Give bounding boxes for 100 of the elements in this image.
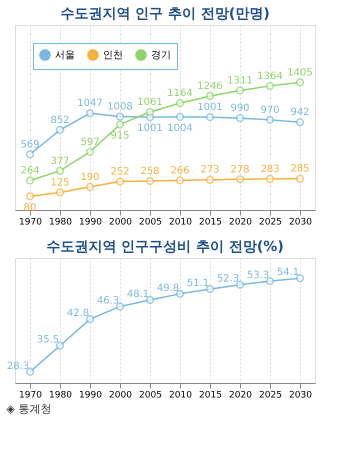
data-label: 125 [50,177,70,188]
point [236,280,244,289]
point [296,118,304,126]
point [146,296,154,304]
data-label: 283 [260,164,280,175]
data-label: 377 [50,156,70,167]
data-label: 852 [50,114,70,126]
point [116,112,124,121]
point [56,188,64,197]
point [206,113,214,122]
x-tick-label: 2025 [259,218,282,228]
x-tick-label: 1970 [19,218,42,228]
data-label: 915 [110,130,130,142]
x-tick-label: 2005 [139,390,162,400]
data-label: 285 [290,164,310,175]
data-label: 942 [290,107,310,118]
data-label: 35.5 [36,334,60,346]
point [176,112,184,121]
point [296,78,304,87]
point [236,175,244,184]
point [26,192,34,200]
data-label: 1246 [197,81,223,92]
chart-title: 수도권지역 인구 추이 전망(만명) [60,6,270,22]
x-tick-label: 1970 [19,390,42,400]
point [266,277,274,286]
x-tick-label: 1980 [49,390,72,400]
legend-label: 서울 [55,50,75,61]
point [86,315,94,324]
data-label: 1001 [197,102,223,114]
point [266,116,274,124]
point [176,290,184,298]
x-tick-label: 2010 [169,218,192,228]
x-tick-label: 2015 [199,218,222,228]
x-tick-label: 2030 [289,218,312,228]
x-tick-label: 2005 [139,218,162,228]
data-label: 52.3 [216,274,240,285]
data-label: 49.8 [156,282,180,294]
data-label: 569 [20,139,40,150]
data-label: 190 [80,172,100,183]
x-tick-label: 2000 [109,390,132,400]
data-label: 1311 [227,75,253,86]
x-tick-label: 2000 [109,218,132,228]
point [146,108,154,116]
data-label: 51.1 [186,278,210,290]
data-label: 1364 [257,70,283,82]
point [116,120,124,129]
point [26,176,34,185]
x-tick-label: 2020 [229,218,252,228]
point [26,150,34,158]
legend-label: 경기 [151,50,171,61]
point [266,82,274,90]
x-tick-label: 2025 [259,390,282,400]
data-label: 28.3 [6,360,30,372]
data-label: 53.3 [246,270,270,282]
point [206,284,214,294]
x-tick-label: 2020 [229,390,252,400]
data-label: 1405 [287,67,313,78]
point [56,342,64,350]
data-label: 42.8 [66,308,90,320]
x-tick-label: 1990 [79,218,102,228]
x-tick-label: 1980 [49,218,72,228]
point [56,126,64,134]
data-label: 273 [200,164,220,176]
point [206,92,214,100]
data-label: 258 [140,166,160,178]
point [116,302,124,311]
data-label: 252 [110,166,130,178]
legend-label: 인천 [103,50,123,61]
data-label: 1061 [137,96,163,108]
x-tick-label: 2010 [169,390,192,400]
point [206,176,214,184]
data-label: 266 [170,165,190,176]
x-tick-label: 2015 [199,390,222,400]
data-label: 54.1 [276,267,300,278]
data-label: 1004 [167,122,193,134]
point [86,109,94,118]
x-tick-label: 1990 [79,390,102,400]
data-label: 48.1 [126,288,150,300]
point [86,148,94,156]
data-label: 1164 [167,88,193,100]
point [296,174,304,183]
point [236,86,244,95]
point [116,177,124,186]
point [176,176,184,184]
point [86,182,94,191]
data-label: 1001 [137,123,163,134]
point [56,166,64,175]
data-label: 264 [20,166,40,177]
point [26,368,34,376]
point [176,99,184,108]
data-label: 970 [260,104,280,116]
point [266,174,274,183]
x-tick-label: 2030 [289,390,312,400]
point [236,114,244,122]
point [146,176,154,186]
data-label: 278 [230,164,250,176]
data-label: 1047 [77,98,103,110]
data-label: 990 [230,103,250,114]
chart-title: 수도권지역 인구구성비 추이 전망(%) [46,239,284,255]
data-label: 1008 [107,102,133,113]
